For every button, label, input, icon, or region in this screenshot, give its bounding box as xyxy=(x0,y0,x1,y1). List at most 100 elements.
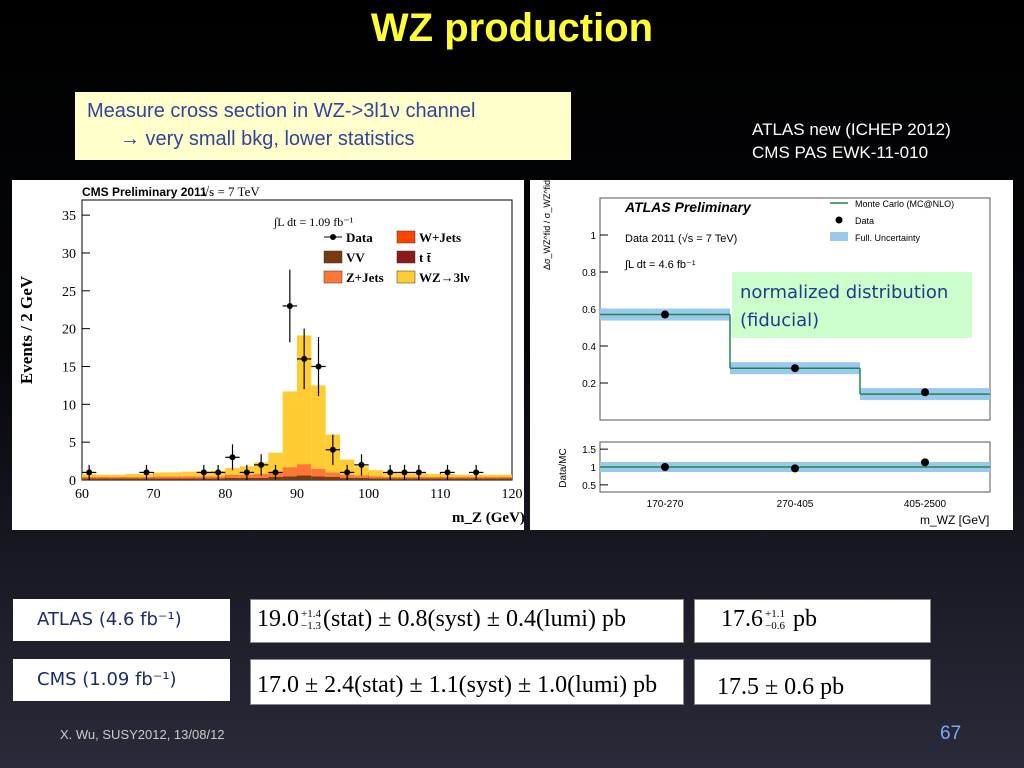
cms-xlabel: m_Z (GeV) xyxy=(452,510,524,526)
atlas-legend-band-marker xyxy=(830,232,848,241)
cms-row-label: CMS (1.09 fb⁻¹) xyxy=(13,659,230,701)
cms-legend-swatch xyxy=(396,230,416,244)
cms-bar-zjets xyxy=(168,476,183,479)
atlas-theory-rest: pb xyxy=(792,606,817,632)
cms-bar-zjets xyxy=(182,476,197,479)
ref-atlas: ATLAS new (ICHEP 2012) xyxy=(752,120,951,139)
atlas-ratio-point xyxy=(921,458,929,467)
note-line-1: normalized distribution xyxy=(740,282,949,303)
cms-bar-wzl xyxy=(454,474,469,477)
cms-bar-zjets xyxy=(225,474,240,478)
cms-xtick-label: 100 xyxy=(358,487,379,502)
cms-bar-wzl xyxy=(368,470,383,477)
atlas-legend-data-marker xyxy=(835,216,843,224)
cms-data-point xyxy=(243,469,250,476)
cms-bar-wzl xyxy=(125,473,140,477)
cms-bar-vv xyxy=(354,477,369,480)
atlas-theory-main: 17.6 xyxy=(721,606,763,632)
cms-data-point xyxy=(315,363,322,370)
cms-bar-vv xyxy=(254,477,269,480)
cms-bar-zjets xyxy=(125,476,140,479)
atlas-theory-sub: −0.6 xyxy=(765,620,785,633)
atlas-legend-label: Full. Uncertainty xyxy=(855,233,921,243)
cms-ytick-label: 0 xyxy=(69,474,76,489)
cms-ytick-label: 20 xyxy=(62,323,76,338)
note-line-2: (fiducial) xyxy=(740,310,820,331)
cms-legend-swatch xyxy=(396,250,416,264)
cms-bar-zjets xyxy=(354,475,369,478)
cms-legend-label: WZ→3lν xyxy=(419,270,470,285)
cms-data-point xyxy=(329,446,336,453)
cms-bar-vv xyxy=(125,478,140,480)
cms-bar-vv xyxy=(168,478,183,480)
cms-data-point xyxy=(415,469,422,476)
cms-bar-vv xyxy=(110,478,125,480)
atlas-meas-sup: +1.4 xyxy=(301,608,321,621)
atlas-meas-main: 19.0 xyxy=(257,606,299,632)
cms-bar-zjets xyxy=(368,476,383,479)
cms-legend-label: W+Jets xyxy=(419,230,461,245)
atlas-data-point xyxy=(661,310,669,319)
cms-bar-vv xyxy=(282,476,297,480)
cms-bar-vv xyxy=(153,478,168,480)
atlas-ytick-label: 0.2 xyxy=(582,379,596,390)
cms-legend-marker xyxy=(330,234,336,240)
atlas-ytick-label: 1 xyxy=(590,231,596,242)
cms-bar-vv xyxy=(426,478,441,480)
cms-bar-wzl xyxy=(282,391,297,468)
cms-data-point xyxy=(358,461,365,468)
atlas-row-label: ATLAS (4.6 fb⁻¹) xyxy=(13,599,230,641)
cms-bar-zjets xyxy=(311,468,326,477)
cms-bar-wzl xyxy=(182,471,197,477)
cms-bar-zjets xyxy=(497,476,512,479)
cms-legend-label: Data xyxy=(346,230,373,245)
atlas-chart-svg: ATLAS Preliminary Data 2011 (√s = 7 TeV)… xyxy=(542,180,991,527)
atlas-ytick-label: 0.6 xyxy=(582,305,596,316)
cms-bar-zjets xyxy=(483,476,498,479)
atlas-plot: ATLAS Preliminary Data 2011 (√s = 7 TeV)… xyxy=(530,180,1013,530)
slide-title: WZ production xyxy=(370,6,654,50)
cms-bar-wzl xyxy=(497,474,512,477)
atlas-theory-sup: +1.1 xyxy=(765,608,785,621)
cms-bar-wzl xyxy=(426,473,441,477)
cms-title: CMS Preliminary 2011 xyxy=(82,185,207,199)
cms-bar-zjets xyxy=(254,473,269,478)
cms-legend-label: VV xyxy=(346,250,365,265)
footer-text: X. Wu, SUSY2012, 13/08/12 xyxy=(60,727,225,742)
cms-bar-vv xyxy=(96,478,111,480)
cms-xtick-label: 80 xyxy=(218,487,232,502)
cms-plot: CMS Preliminary 2011 √s = 7 TeV ∫L dt = … xyxy=(12,180,525,530)
cms-data-point xyxy=(387,469,394,476)
cms-bar-zjets xyxy=(454,476,469,479)
cms-data-point xyxy=(258,461,265,468)
cms-bar-zjets xyxy=(297,464,312,476)
cms-data-point xyxy=(401,469,408,476)
cms-bar-vv xyxy=(311,476,326,480)
cms-bar-wzl xyxy=(110,474,125,477)
atlas-xtick-label: 405-2500 xyxy=(904,499,947,510)
measure-line-2: → very small bkg, lower statistics xyxy=(120,128,415,150)
cms-lumi: ∫L dt = 1.09 fb⁻¹ xyxy=(273,215,354,229)
references: ATLAS new (ICHEP 2012) CMS PAS EWK-11-01… xyxy=(752,118,951,164)
cms-bar-zjets xyxy=(96,476,111,479)
cms-theory: 17.5 ± 0.6 pb xyxy=(694,659,931,705)
cms-xtick-label: 110 xyxy=(430,487,450,502)
atlas-ratio-ylabel: Data/MC xyxy=(558,448,569,487)
cms-bar-wzl xyxy=(268,452,283,472)
cms-legend-label: Z+Jets xyxy=(346,270,384,285)
cms-bar-vv xyxy=(182,478,197,480)
atlas-measurement: 19.0 +1.4 −1.3 (stat) ± 0.8(syst) ± 0.4(lum… xyxy=(250,599,684,643)
cms-bar-wzl xyxy=(297,335,312,465)
cms-bar-vv xyxy=(225,477,240,480)
cms-bar-vv xyxy=(454,478,469,480)
atlas-ytick-label: 0.4 xyxy=(582,342,596,353)
atlas-xlabel: m_WZ [GeV] xyxy=(920,513,989,527)
atlas-ratio-ytick-label: 1 xyxy=(590,463,596,474)
cms-data-point xyxy=(229,454,236,461)
cms-data-point xyxy=(272,469,279,476)
cms-data-point xyxy=(473,469,480,476)
cms-data-point xyxy=(200,469,207,476)
cms-data-point xyxy=(344,469,351,476)
cms-xtick-label: 90 xyxy=(290,487,304,502)
cms-bar-vv xyxy=(368,478,383,480)
